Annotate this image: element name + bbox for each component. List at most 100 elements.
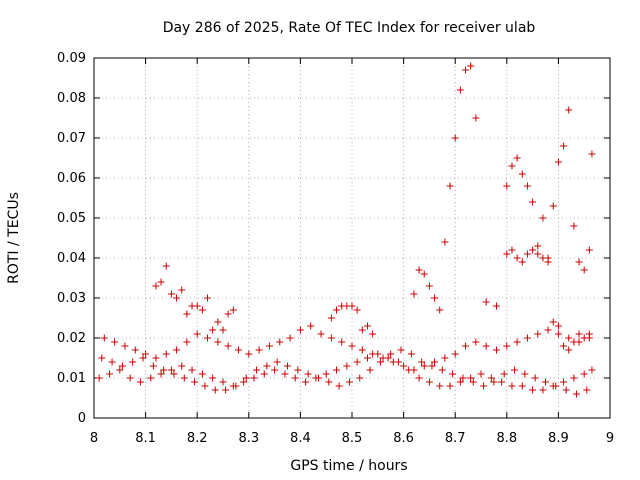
data-point <box>183 310 191 318</box>
data-point <box>436 382 444 390</box>
data-point <box>456 86 464 94</box>
data-point <box>410 366 418 374</box>
data-point <box>139 354 147 362</box>
data-point <box>508 246 516 254</box>
data-point <box>152 282 160 290</box>
data-point <box>333 306 341 314</box>
data-point <box>219 326 227 334</box>
data-point <box>219 378 227 386</box>
x-tick-label: 8.4 <box>290 431 311 446</box>
data-point <box>307 322 315 330</box>
data-point <box>353 306 361 314</box>
data-point <box>314 374 322 382</box>
data-point <box>180 374 188 382</box>
data-point <box>253 366 261 374</box>
data-point <box>523 182 531 190</box>
data-point <box>565 106 573 114</box>
data-point <box>467 62 475 70</box>
data-point <box>534 242 542 250</box>
y-tick-label: 0 <box>78 411 86 426</box>
data-point <box>420 270 428 278</box>
x-axis-label: GPS time / hours <box>290 458 407 474</box>
data-point <box>376 358 384 366</box>
data-point <box>554 330 562 338</box>
data-point <box>363 354 371 362</box>
y-tick-label: 0.06 <box>57 171 86 186</box>
data-point <box>369 350 377 358</box>
data-point <box>539 254 547 262</box>
data-point <box>147 374 155 382</box>
data-point <box>400 362 408 370</box>
data-point <box>570 374 578 382</box>
data-point <box>304 370 312 378</box>
data-point <box>503 182 511 190</box>
data-point <box>338 338 346 346</box>
data-point <box>214 338 222 346</box>
x-tick-label: 8.1 <box>135 431 156 446</box>
data-point <box>193 302 201 310</box>
data-point <box>183 338 191 346</box>
data-point <box>482 298 490 306</box>
data-point <box>209 326 217 334</box>
data-point <box>160 366 168 374</box>
data-point <box>529 246 537 254</box>
data-point <box>472 114 480 122</box>
data-point <box>245 350 253 358</box>
data-point <box>513 154 521 162</box>
data-point <box>358 326 366 334</box>
data-point <box>529 386 537 394</box>
data-point <box>425 282 433 290</box>
data-point <box>387 350 395 358</box>
data-point <box>98 354 106 362</box>
axis-ticks: 8 8.1 8.2 8.3 8.4 8.5 8.6 8.7 8.8 8.9 9 0 0.01 0.02 0.… <box>57 51 614 446</box>
data-point <box>415 266 423 274</box>
data-point <box>317 330 325 338</box>
data-point <box>263 362 271 370</box>
data-point <box>327 334 335 342</box>
data-point <box>560 342 568 350</box>
data-point <box>105 370 113 378</box>
data-point <box>467 374 475 382</box>
x-tick-label: 8.8 <box>496 431 517 446</box>
data-point <box>459 374 467 382</box>
y-tick-label: 0.02 <box>57 331 86 346</box>
data-point <box>369 330 377 338</box>
data-point <box>549 318 557 326</box>
data-point <box>116 366 124 374</box>
data-point <box>441 354 449 362</box>
data-point <box>503 250 511 258</box>
data-point <box>534 330 542 338</box>
data-point <box>157 278 165 286</box>
data-point <box>480 382 488 390</box>
data-point <box>446 382 454 390</box>
data-point <box>345 378 353 386</box>
data-point <box>234 346 242 354</box>
data-point <box>410 290 418 298</box>
data-point <box>462 342 470 350</box>
data-point <box>100 334 108 342</box>
data-point <box>425 378 433 386</box>
data-point <box>431 294 439 302</box>
data-point <box>111 338 119 346</box>
data-point <box>562 386 570 394</box>
data-point <box>469 378 477 386</box>
data-point <box>178 286 186 294</box>
data-point <box>472 338 480 346</box>
data-point <box>379 354 387 362</box>
data-point <box>523 334 531 342</box>
data-point <box>570 222 578 230</box>
data-point <box>531 374 539 382</box>
data-point <box>222 386 230 394</box>
y-tick-label: 0.04 <box>57 251 86 266</box>
data-point <box>178 362 186 370</box>
data-point <box>162 350 170 358</box>
data-point <box>204 294 212 302</box>
data-point <box>428 362 436 370</box>
data-point <box>333 366 341 374</box>
data-point <box>449 370 457 378</box>
data-point <box>456 378 464 386</box>
data-point <box>441 238 449 246</box>
data-point <box>214 318 222 326</box>
